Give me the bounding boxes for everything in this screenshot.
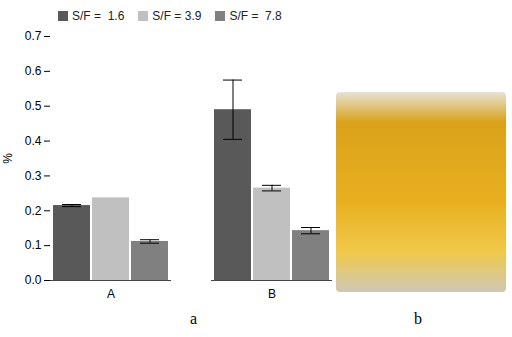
html-text:a: a bbox=[190, 310, 198, 327]
svg-text:0.5: 0.5 bbox=[25, 99, 42, 113]
svg-text:0.7: 0.7 bbox=[25, 29, 42, 43]
html-text:S/F = 3.9: S/F = 3.9 bbox=[152, 9, 202, 23]
html-text:S/F = 1.6: S/F = 1.6 bbox=[72, 9, 125, 23]
svg-text:%: % bbox=[1, 153, 15, 164]
svg-text:B: B bbox=[268, 287, 276, 301]
html-text:S/F = 7.8: S/F = 7.8 bbox=[229, 9, 282, 23]
svg-text:0.4: 0.4 bbox=[25, 134, 42, 148]
svg-text:0.3: 0.3 bbox=[25, 169, 42, 183]
svg-text:0.2: 0.2 bbox=[25, 204, 42, 218]
svg-text:0.1: 0.1 bbox=[25, 238, 42, 252]
svg-text:0.0: 0.0 bbox=[25, 273, 42, 287]
html-text:b: b bbox=[414, 310, 422, 327]
svg-text:A: A bbox=[107, 287, 115, 301]
svg-text:0.6: 0.6 bbox=[25, 64, 42, 78]
